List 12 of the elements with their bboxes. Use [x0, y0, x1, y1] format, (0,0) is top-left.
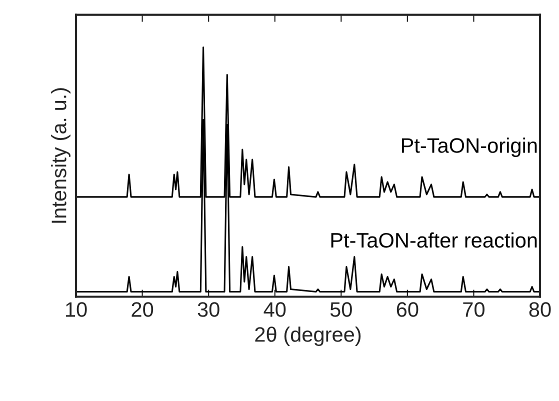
series-label: Pt-TaON-after reaction [331, 232, 537, 248]
y-axis-title: Intensity (a. u.) [51, 88, 70, 223]
x-tick-label: 80 [529, 302, 551, 317]
x-tick-label: 10 [66, 302, 87, 317]
x-tick-label: 60 [396, 302, 418, 317]
series-label: Pt-TaON-origin [402, 138, 537, 158]
x-tick-label: 30 [198, 302, 220, 317]
x-tick-label: 20 [132, 302, 154, 317]
x-tick-label: 50 [330, 302, 352, 317]
x-axis-title: 2θ (degree) [255, 326, 361, 346]
x-tick-label: 40 [264, 302, 286, 317]
x-tick-label: 70 [463, 302, 484, 317]
